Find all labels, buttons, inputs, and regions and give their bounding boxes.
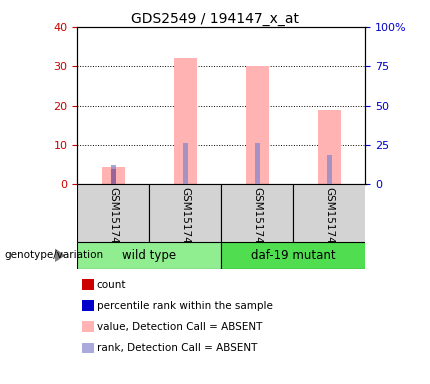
Bar [255, 142, 260, 184]
Text: percentile rank within the sample: percentile rank within the sample [97, 301, 273, 311]
Bar [111, 169, 116, 184]
Bar [102, 167, 125, 184]
FancyBboxPatch shape [293, 184, 366, 242]
Text: GSM151746: GSM151746 [325, 187, 335, 251]
Bar [246, 66, 269, 184]
FancyBboxPatch shape [150, 184, 221, 242]
FancyBboxPatch shape [77, 242, 221, 269]
Text: value, Detection Call = ABSENT: value, Detection Call = ABSENT [97, 322, 262, 332]
Bar [183, 142, 188, 184]
Bar [327, 155, 332, 184]
Polygon shape [55, 249, 65, 262]
Text: rank, Detection Call = ABSENT: rank, Detection Call = ABSENT [97, 343, 257, 353]
FancyBboxPatch shape [221, 184, 293, 242]
Bar [174, 58, 197, 184]
Text: GDS2549 / 194147_x_at: GDS2549 / 194147_x_at [131, 12, 299, 25]
Bar [318, 109, 341, 184]
Text: GSM151747: GSM151747 [108, 187, 118, 251]
FancyBboxPatch shape [77, 184, 150, 242]
Bar [111, 165, 116, 184]
Text: GSM151748: GSM151748 [181, 187, 190, 251]
Text: genotype/variation: genotype/variation [4, 250, 104, 260]
FancyBboxPatch shape [221, 242, 366, 269]
Text: daf-19 mutant: daf-19 mutant [251, 249, 336, 262]
Text: wild type: wild type [123, 249, 176, 262]
Text: GSM151745: GSM151745 [252, 187, 262, 251]
Text: count: count [97, 280, 126, 290]
